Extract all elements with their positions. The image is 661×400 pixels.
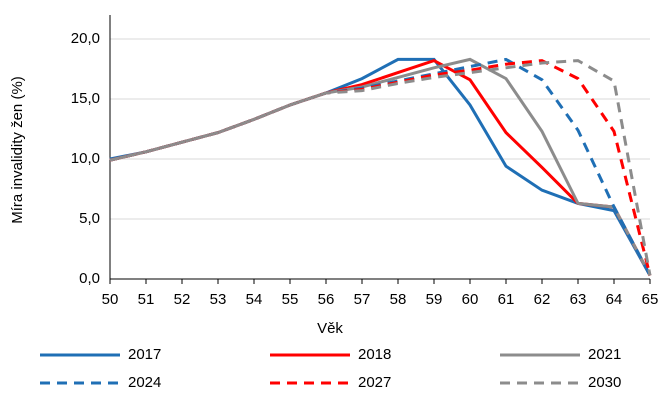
legend-label: 2021: [588, 346, 621, 363]
x-tick-label: 57: [354, 291, 371, 308]
x-tick-label: 55: [282, 291, 299, 308]
line-series: [109, 57, 652, 277]
line-series: [109, 59, 652, 276]
line-series: [109, 58, 652, 277]
legend-label: 2030: [588, 374, 621, 391]
x-tick-label: 62: [534, 291, 551, 308]
y-tick-label: 20,0: [71, 30, 100, 47]
legend-label: 2024: [128, 374, 161, 391]
x-tick-label: 53: [210, 291, 227, 308]
legend-label: 2017: [128, 346, 161, 363]
x-tick-label: 56: [318, 291, 335, 308]
x-tick-label: 61: [498, 291, 515, 308]
y-tick-label: 10,0: [71, 150, 100, 167]
x-tick-label: 65: [642, 291, 659, 308]
y-tick-label: 5,0: [79, 210, 100, 227]
x-tick-label: 58: [390, 291, 407, 308]
x-tick-label: 60: [462, 291, 479, 308]
x-tick-label: 63: [570, 291, 587, 308]
x-axis-label: Věk: [317, 320, 343, 337]
line-series: [109, 57, 652, 277]
legend-label: 2027: [358, 374, 391, 391]
y-tick-label: 15,0: [71, 90, 100, 107]
legend-label: 2018: [358, 346, 391, 363]
line-series: [109, 59, 652, 276]
x-tick-label: 50: [102, 291, 119, 308]
x-tick-label: 52: [174, 291, 191, 308]
x-tick-label: 59: [426, 291, 443, 308]
y-axis-label: Míra invalidity žen (%): [9, 76, 26, 224]
y-tick-label: 0,0: [79, 270, 100, 287]
x-tick-label: 64: [606, 291, 623, 308]
x-tick-label: 51: [138, 291, 155, 308]
line-series: [109, 57, 652, 277]
x-tick-label: 54: [246, 291, 263, 308]
